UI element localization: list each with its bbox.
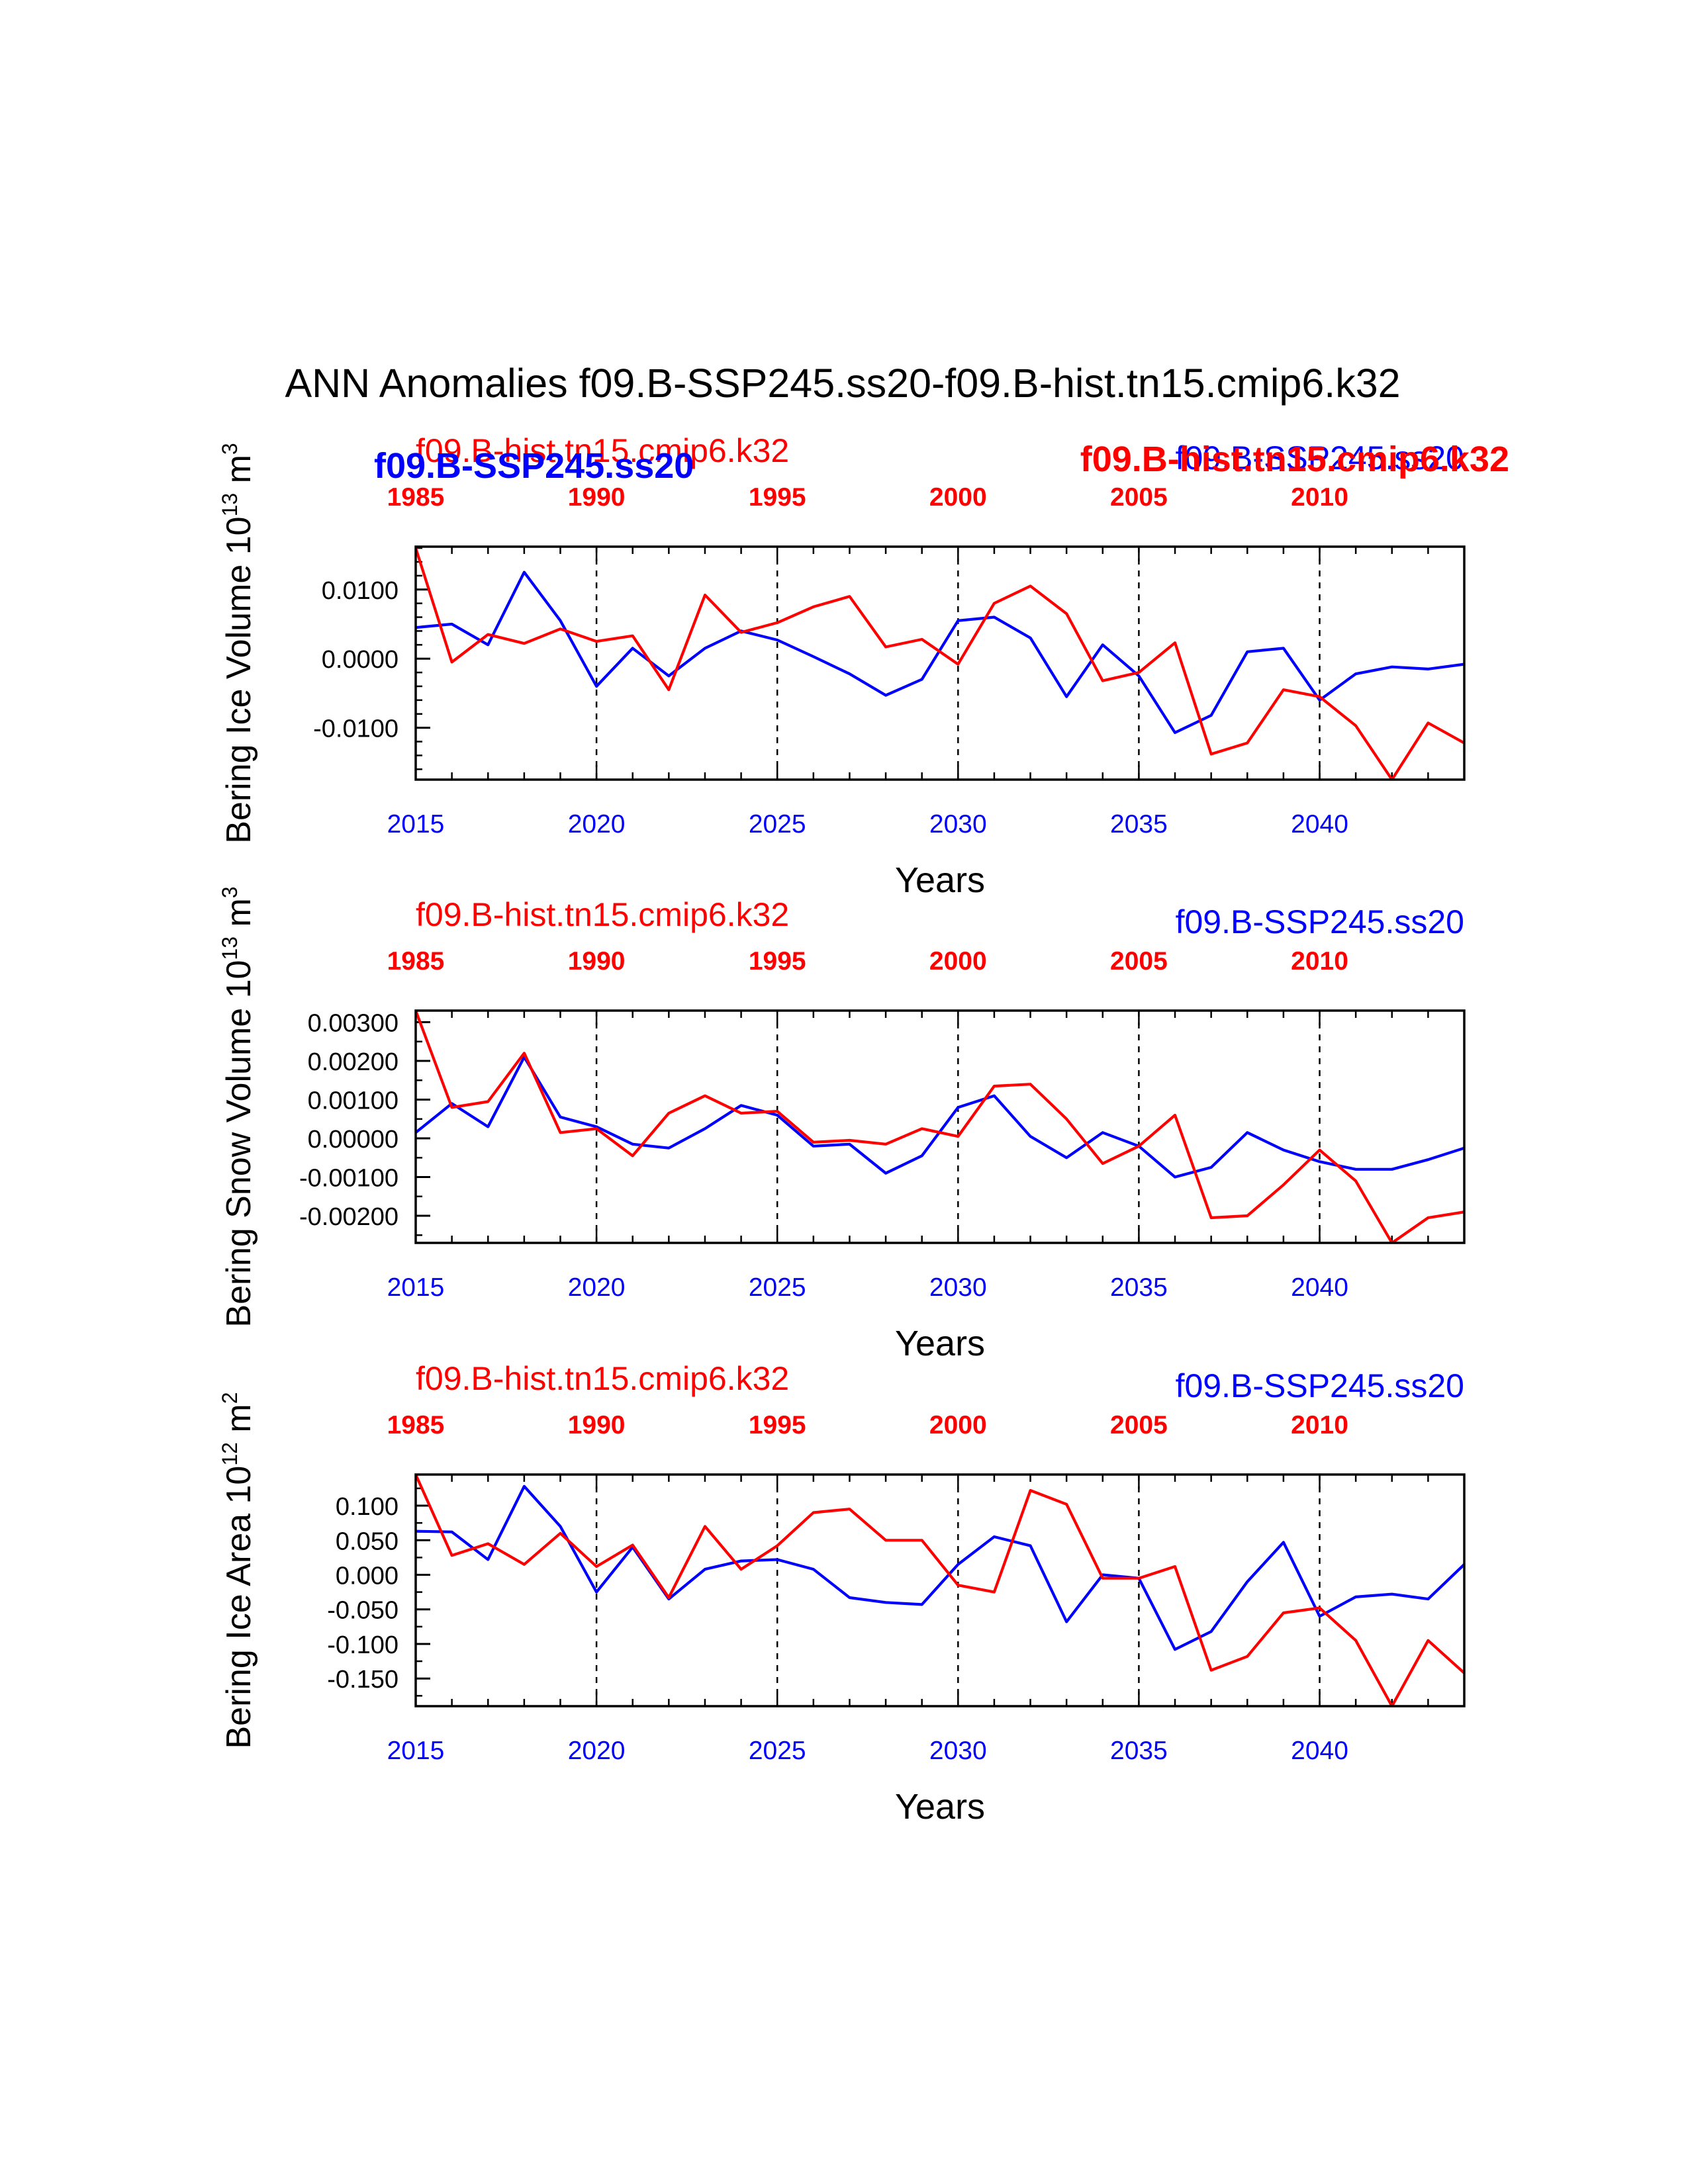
y-tick-label: 0.0100 <box>322 577 399 605</box>
x-tick-label-top: 1990 <box>568 947 626 976</box>
plot-frame <box>414 1473 1466 1707</box>
x-tick-label-bottom: 2025 <box>749 1273 806 1302</box>
series-label-ssp: f09.B-SSP245.ss20 <box>1176 903 1464 940</box>
x-tick-label-bottom: 2015 <box>387 810 445 839</box>
y-tick-label: 0.00000 <box>308 1126 399 1154</box>
x-tick-label-top: 2005 <box>1110 947 1168 976</box>
series-line-ssp245 <box>416 1056 1464 1179</box>
x-tick-label-top: 2005 <box>1110 1411 1168 1439</box>
y-tick-label: -0.100 <box>327 1631 399 1659</box>
series-line-hist <box>416 1011 1464 1243</box>
y-tick-label: 0.00200 <box>308 1048 399 1076</box>
x-tick-label-bottom: 2030 <box>929 1737 987 1765</box>
x-tick-label-top: 1990 <box>568 1411 626 1439</box>
series-line-ssp245 <box>416 570 1464 735</box>
chart-panel-2: -0.00200 -0.00100 0.00000 0.00100 0.00200 0.0… <box>218 886 1466 1363</box>
x-axis-title: Years <box>895 860 985 900</box>
x-tick-label-bottom: 2035 <box>1110 810 1168 839</box>
overlay-label-hist-bold: f09.B-hist.tn15.cmip6.k32 <box>1080 439 1509 479</box>
figure-title: ANN Anomalies f09.B-SSP245.ss20-f09.B-hi… <box>285 361 1400 406</box>
chart-panel-3: -0.150 -0.100 -0.050 0.000 0.050 0.100 2015 198… <box>218 1360 1466 1827</box>
series-line-hist <box>416 547 1464 780</box>
y-tick-label: -0.050 <box>327 1597 399 1625</box>
x-tick-label-bottom: 2030 <box>929 1273 987 1302</box>
series-line-hist <box>416 1475 1464 1706</box>
x-tick-label-bottom: 2035 <box>1110 1273 1168 1302</box>
x-tick-label-top: 2000 <box>929 947 987 976</box>
y-tick-label: -0.150 <box>327 1666 399 1694</box>
x-tick-label-bottom: 2040 <box>1291 810 1348 839</box>
x-tick-label-top: 2010 <box>1291 483 1348 512</box>
y-tick-label: 0.00100 <box>308 1087 399 1115</box>
series-label-ssp: f09.B-SSP245.ss20 <box>1176 439 1464 477</box>
x-tick-label-bottom: 2020 <box>568 1273 626 1302</box>
y-axis-title: Bering Ice Volume 1013 m3 <box>218 443 258 843</box>
x-tick-label-top: 1995 <box>749 1411 806 1439</box>
plot-frame <box>414 545 1466 781</box>
series-label-ssp: f09.B-SSP245.ss20 <box>1176 1367 1464 1404</box>
series-label-hist: f09.B-hist.tn15.cmip6.k32 <box>416 1360 789 1397</box>
x-tick-label-bottom: 2030 <box>929 810 987 839</box>
x-tick-label-bottom: 2040 <box>1291 1737 1348 1765</box>
x-tick-label-top: 2005 <box>1110 483 1168 512</box>
x-tick-label-top: 1990 <box>568 483 626 512</box>
overlay-label-ssp-bold: f09.B-SSP245.ss20 <box>374 446 694 486</box>
x-axis-title: Years <box>895 1787 985 1827</box>
x-tick-label-bottom: 2015 <box>387 1737 445 1765</box>
x-tick-label-bottom: 2035 <box>1110 1737 1168 1765</box>
y-tick-label: 0.100 <box>336 1493 399 1521</box>
y-tick-label: 0.000 <box>336 1562 399 1590</box>
y-tick-label: 0.0000 <box>322 646 399 674</box>
x-tick-label-top: 2010 <box>1291 1411 1348 1439</box>
series-label-hist: f09.B-hist.tn15.cmip6.k32 <box>416 896 789 933</box>
x-tick-label-bottom: 2025 <box>749 1737 806 1765</box>
x-tick-label-bottom: 2025 <box>749 810 806 839</box>
x-tick-label-top: 2000 <box>929 1411 987 1439</box>
x-tick-label-bottom: 2020 <box>568 1737 626 1765</box>
x-tick-label-bottom: 2015 <box>387 1273 445 1302</box>
series-line-ssp245 <box>416 1484 1464 1651</box>
y-axis-title: Bering Snow Volume 1013 m3 <box>218 886 258 1327</box>
x-tick-label-top: 1985 <box>387 947 445 976</box>
plot-frame <box>414 1009 1466 1244</box>
x-tick-label-top: 1995 <box>749 947 806 976</box>
x-axis-title: Years <box>895 1324 985 1363</box>
x-tick-label-top: 2010 <box>1291 947 1348 976</box>
x-tick-label-top: 1985 <box>387 483 445 512</box>
y-tick-label: 0.050 <box>336 1527 399 1555</box>
y-tick-label: -0.00100 <box>299 1165 399 1193</box>
y-tick-label: -0.00200 <box>299 1203 399 1231</box>
x-tick-label-bottom: 2020 <box>568 810 626 839</box>
y-tick-label: -0.0100 <box>313 715 399 743</box>
chart-panel-1: -0.0100 0.0000 0.0100 2015 1985 2020 1990 2025 1… <box>218 432 1466 900</box>
x-tick-label-top: 1995 <box>749 483 806 512</box>
x-tick-label-top: 1985 <box>387 1411 445 1439</box>
chart-panels: -0.0100 0.0000 0.0100 2015 1985 2020 1990 2025 1… <box>218 432 1466 1827</box>
y-axis-title: Bering Ice Area 1012 m2 <box>218 1392 258 1749</box>
x-tick-label-top: 2000 <box>929 483 987 512</box>
x-tick-label-bottom: 2040 <box>1291 1273 1348 1302</box>
y-tick-label: 0.00300 <box>308 1010 399 1038</box>
series-label-hist: f09.B-hist.tn15.cmip6.k32 <box>416 432 789 469</box>
